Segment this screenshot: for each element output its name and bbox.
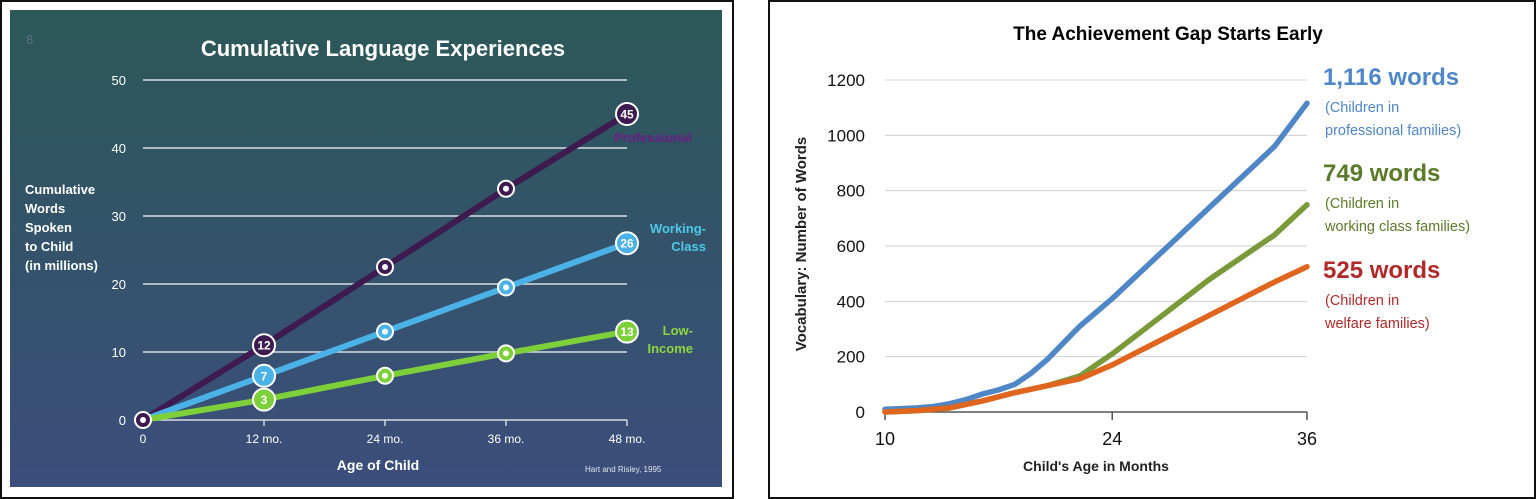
y-axis-label: Cumulative Words Spoken to Child (in million… xyxy=(25,182,98,273)
y-tick-label-0: 0 xyxy=(856,403,865,422)
x-tick-label-48: 48 mo. xyxy=(609,432,646,446)
data-point-low-income-48 xyxy=(615,319,639,344)
annotation-note-children-in-working-class-families-1: working class families) xyxy=(1324,219,1470,235)
annotation-note-children-in-working-class-families-0: (Children in xyxy=(1325,196,1399,212)
series-line-children-in-welfare-families xyxy=(882,264,1310,415)
y-tick-label-40: 40 xyxy=(112,141,126,156)
data-point-core-professional-24 xyxy=(382,264,388,270)
chart-title: The Achievement Gap Starts Early xyxy=(1013,24,1323,45)
data-label-working-class-12: 7 xyxy=(261,369,268,383)
y-tick-label-30: 30 xyxy=(112,209,126,224)
x-tick-label-24: 24 mo. xyxy=(367,432,404,446)
data-point-professional-12 xyxy=(252,333,276,358)
source-credit: Hart and Risley, 1995 xyxy=(585,465,662,474)
series-label-line: Low- xyxy=(663,323,693,338)
annotation-value-children-in-welfare-families: 525 words xyxy=(1323,257,1440,284)
y-tick-label-200: 200 xyxy=(837,348,865,367)
x-tick-label-36: 36 xyxy=(1297,429,1317,449)
x-axis-label: Child's Age in Months xyxy=(1023,458,1169,474)
y-tick-label-400: 400 xyxy=(837,292,865,311)
data-point-low-income-12 xyxy=(252,387,276,412)
data-point-core-working-class-36 xyxy=(503,284,509,291)
chart-title: Cumulative Language Experiences xyxy=(201,36,565,61)
annotation-value-children-in-professional-families: 1,116 words xyxy=(1323,64,1459,91)
achievement-gap-chart: The Achievement Gap Starts Early 0 200 400 6… xyxy=(793,24,1470,474)
series-line-children-in-professional-families xyxy=(882,100,1310,412)
y-tick-label-0: 0 xyxy=(119,413,126,428)
y-axis-label-line: to Child xyxy=(25,239,73,254)
x-tick-label-0: 0 xyxy=(140,432,147,446)
data-label-low-income-48: 13 xyxy=(620,325,634,339)
series-line-children-in-working-class-families xyxy=(882,202,1310,415)
chart-background xyxy=(10,10,722,487)
y-axis-label: Vocabulary: Number of Words xyxy=(793,137,810,351)
x-tick-label-10: 10 xyxy=(875,429,895,449)
data-point-core-low-income-36 xyxy=(503,350,509,357)
x-tick-label-12: 12 mo. xyxy=(246,432,283,446)
annotation-note-children-in-professional-families-0: (Children in xyxy=(1325,100,1399,116)
x-tick-label-24: 24 xyxy=(1102,429,1122,449)
data-point-origin-core xyxy=(140,417,146,423)
series-label-professional: Professional xyxy=(614,130,692,145)
data-point-core-low-income-24 xyxy=(382,372,388,379)
y-tick-label-1000: 1000 xyxy=(827,126,865,145)
data-label-low-income-12: 3 xyxy=(261,393,268,407)
data-point-core-working-class-24 xyxy=(382,328,388,335)
y-axis-label-line: (in millions) xyxy=(25,258,98,273)
series-label-line: Working- xyxy=(650,221,706,236)
data-label-professional-48: 45 xyxy=(620,108,634,122)
y-axis-label-line: Cumulative xyxy=(25,182,95,197)
data-point-core-professional-36 xyxy=(503,185,509,192)
y-axis-label-line: Spoken xyxy=(25,220,72,235)
data-label-working-class-48: 26 xyxy=(620,237,634,251)
series-label-line: Professional xyxy=(614,130,692,145)
series-label-low-income: Low- Income xyxy=(647,323,693,356)
cumulative-language-chart: 8 Cumulative Language Experiences01020304… xyxy=(10,10,722,487)
annotation-note-children-in-welfare-families-0: (Children in xyxy=(1325,293,1399,309)
y-tick-label-50: 50 xyxy=(112,73,126,88)
y-tick-label-20: 20 xyxy=(112,277,126,292)
data-point-working-class-12 xyxy=(252,363,276,388)
series-label-line: Income xyxy=(647,341,693,356)
y-tick-label-10: 10 xyxy=(112,345,126,360)
series-label-working-class: Working- Class xyxy=(650,221,706,254)
data-label-professional-12: 12 xyxy=(257,339,271,353)
y-axis-label-line: Words xyxy=(25,201,65,216)
x-axis-label: Age of Child xyxy=(337,457,419,473)
series-label-line: Class xyxy=(671,239,706,254)
cumulative-language-panel: 8 Cumulative Language Experiences 0 10 20 30 4… xyxy=(0,0,734,499)
data-point-working-class-48 xyxy=(615,231,639,256)
annotation-note-children-in-welfare-families-1: welfare families) xyxy=(1324,316,1430,332)
annotation-value-children-in-working-class-families: 749 words xyxy=(1323,160,1440,187)
y-tick-label-1200: 1200 xyxy=(827,71,865,90)
y-tick-label-800: 800 xyxy=(837,182,865,201)
achievement-gap-panel: The Achievement Gap Starts Early 0 200 400 6… xyxy=(768,0,1536,499)
y-tick-label-600: 600 xyxy=(837,237,865,256)
x-tick-label-36: 36 mo. xyxy=(488,432,525,446)
slide-number: 8 xyxy=(26,32,33,47)
annotation-note-children-in-professional-families-1: professional families) xyxy=(1325,123,1461,139)
data-point-professional-48 xyxy=(615,102,639,126)
